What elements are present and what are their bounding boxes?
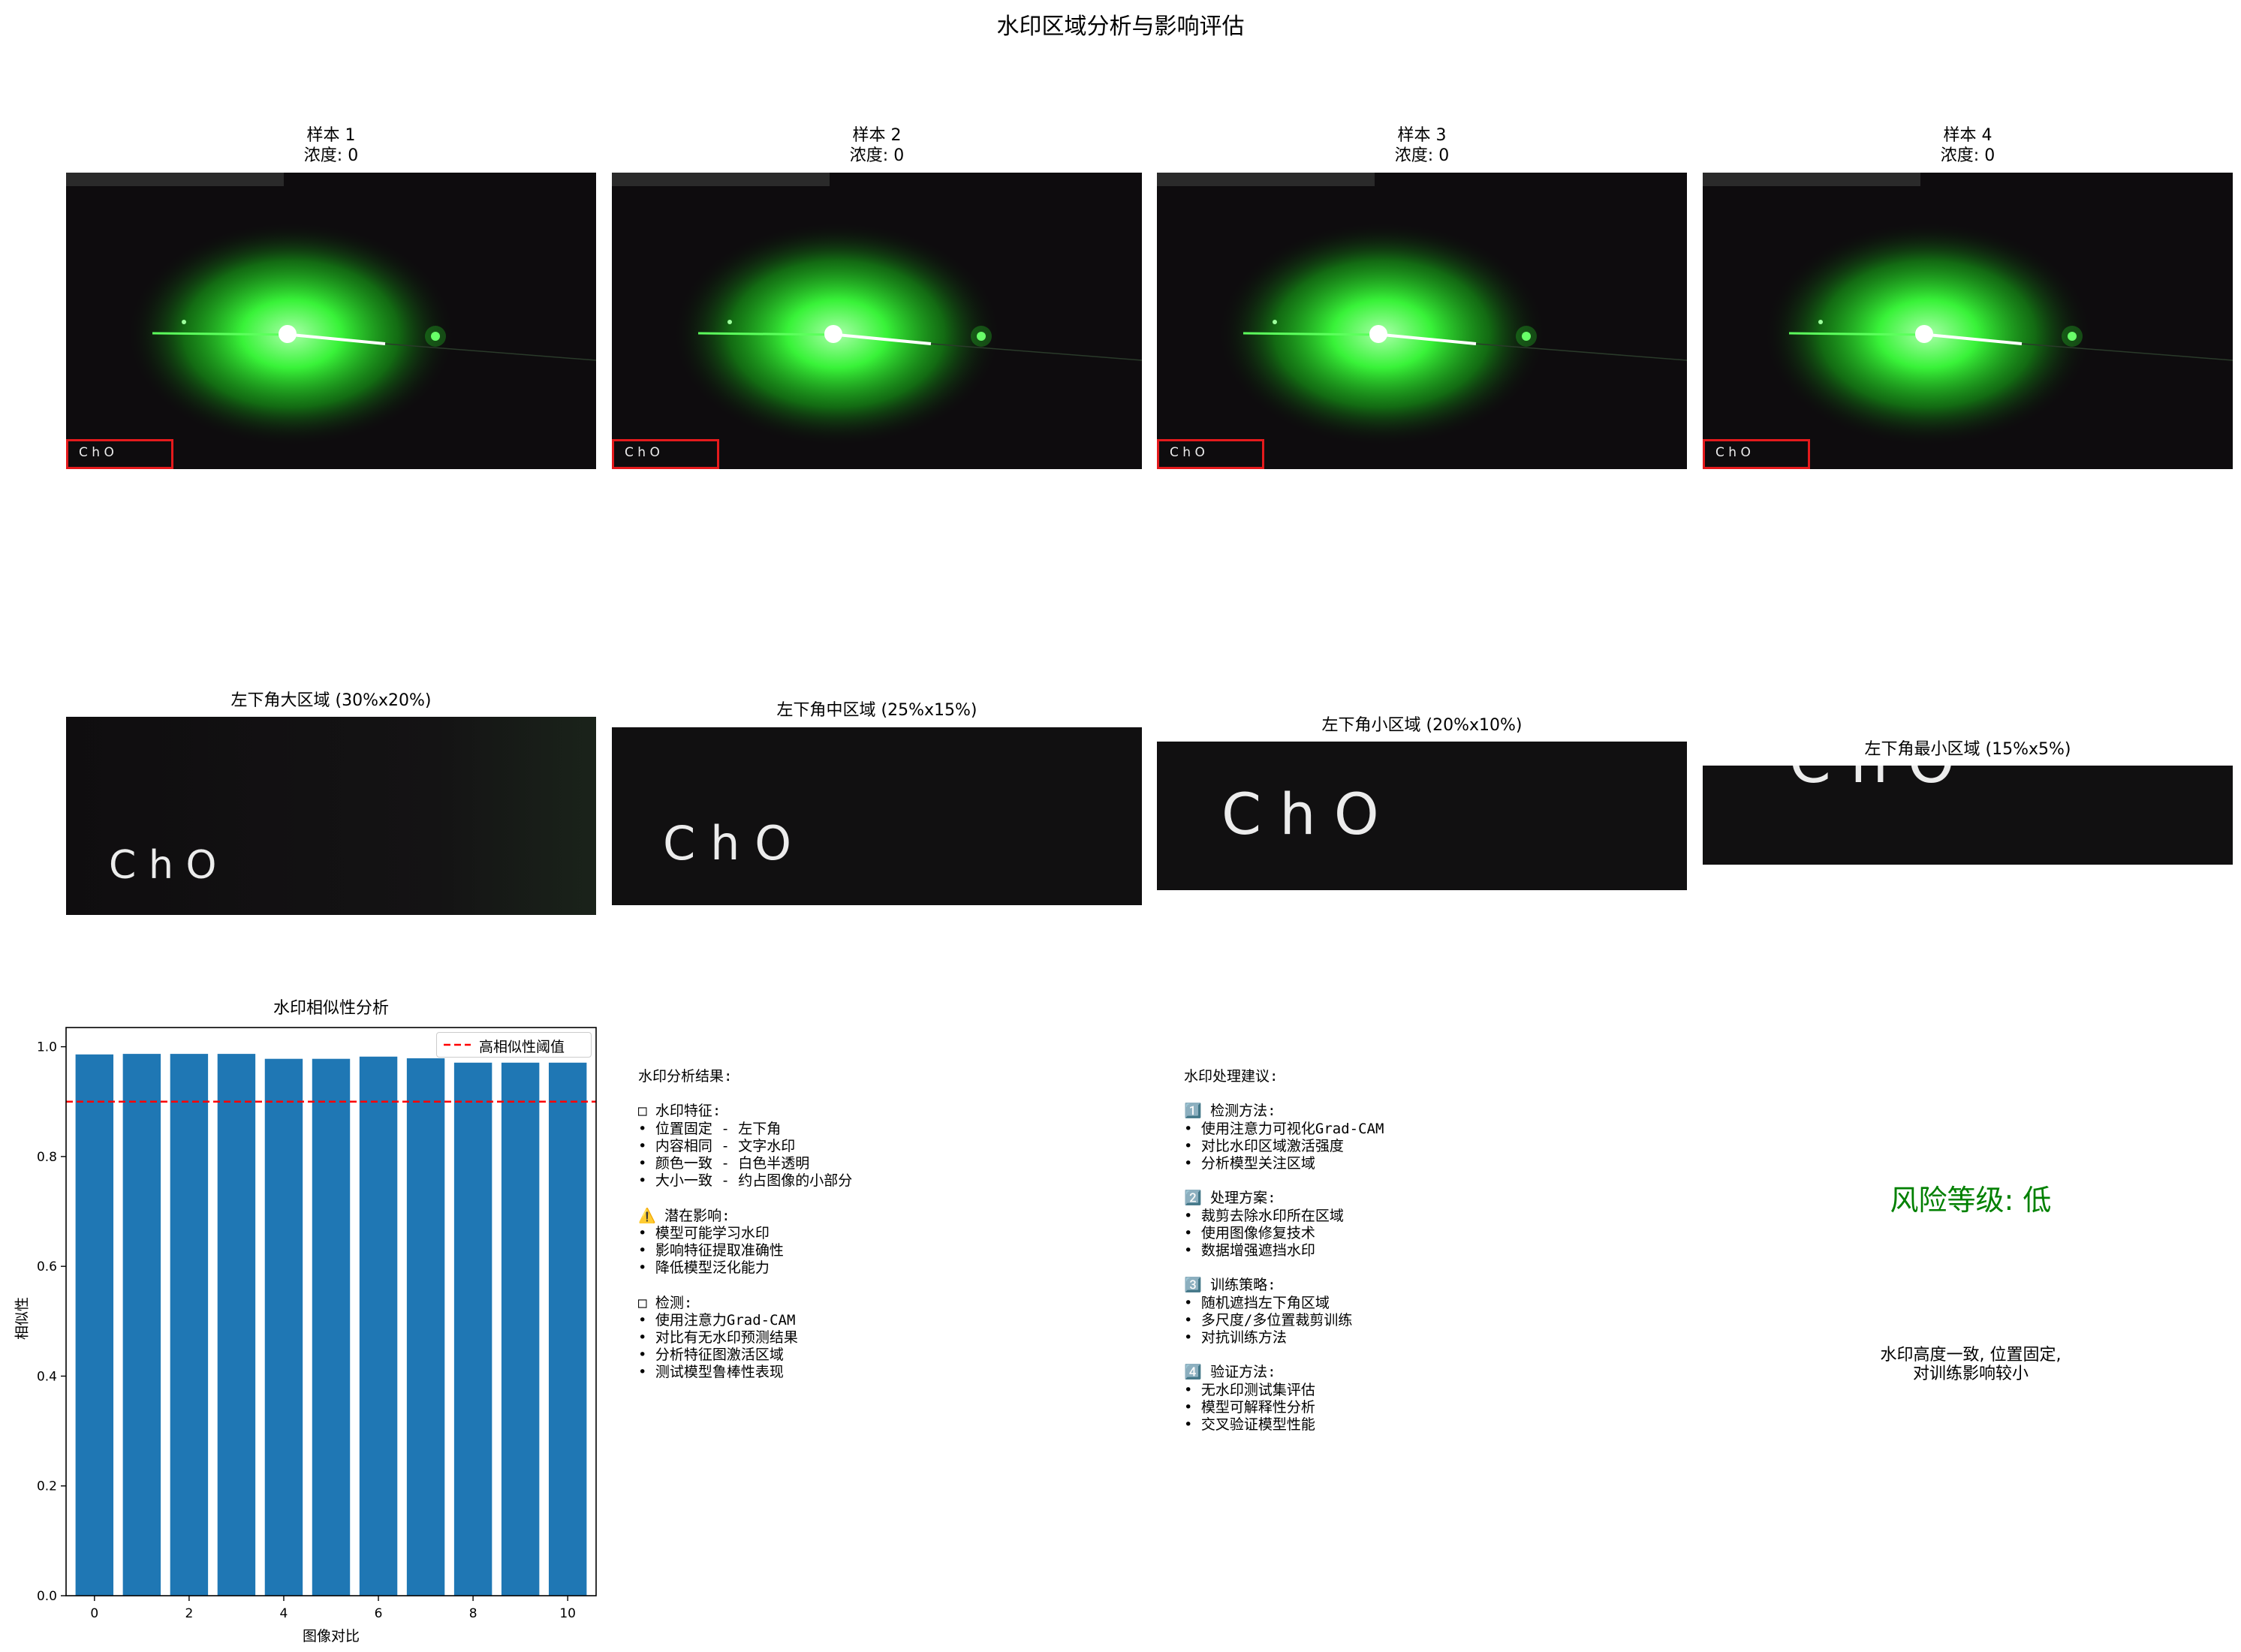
recommendations-text: 水印处理建议: 1️⃣ 检测方法: • 使用注意力可视化Grad-CAM • 对… <box>1184 1068 1384 1434</box>
laser-core <box>1915 325 1933 343</box>
crop-large-title: 左下角大区域 (30%x20%) <box>230 691 432 710</box>
watermark-text: ChO <box>109 843 230 888</box>
legend-threshold-label: 高相似性阈值 <box>479 1039 565 1055</box>
laser-streak <box>836 333 932 345</box>
laser-spot <box>977 332 986 341</box>
sample-2-title: 样本 2 浓度: 0 <box>849 126 905 165</box>
crop-smallest-image: ChO <box>1703 766 2233 865</box>
analysis-results-text: 水印分析结果: □ 水印特征: • 位置固定 - 左下角 • 内容相同 - 文字… <box>638 1068 853 1381</box>
x-axis-label: 图像对比 <box>302 1628 360 1644</box>
crop-medium-image: ChO <box>612 727 1142 905</box>
laser-streak <box>1927 333 2023 345</box>
bar-3 <box>217 1054 256 1596</box>
bar-4 <box>264 1058 303 1596</box>
sample-image-4: ChO <box>1703 173 2233 469</box>
laser-spot <box>2068 332 2077 341</box>
legend-threshold-swatch <box>444 1043 471 1046</box>
sample-image-3: ChO <box>1157 173 1687 469</box>
watermark-text: ChO <box>1715 445 1755 460</box>
laser-beam <box>1242 332 1383 336</box>
risk-level: 风险等级: 低 <box>1890 1184 2052 1217</box>
watermark-highlight-box <box>66 439 173 469</box>
laser-beam <box>1788 332 1929 336</box>
watermark-highlight-box <box>1703 439 1810 469</box>
crop-medium-title: 左下角中区域 (25%x15%) <box>776 701 977 720</box>
plot-frame <box>65 1027 597 1596</box>
sample-4-title: 样本 4 浓度: 0 <box>1940 126 1996 165</box>
bar-0 <box>75 1054 114 1596</box>
top-band <box>1703 173 1920 186</box>
bar-2 <box>170 1054 209 1596</box>
chart-title: 水印相似性分析 <box>273 999 389 1018</box>
crop-small-title: 左下角小区域 (20%x10%) <box>1321 716 1523 735</box>
y-tick-label: 0.4 <box>37 1369 57 1384</box>
bar-8 <box>453 1062 492 1596</box>
watermark-text: ChO <box>663 816 806 871</box>
watermark-highlight-box <box>1157 439 1264 469</box>
watermark-text: ChO <box>1789 766 1974 796</box>
y-tick-label: 0.2 <box>37 1479 57 1494</box>
top-band <box>66 173 284 186</box>
watermark-text: ChO <box>625 445 664 460</box>
laser-core <box>824 325 842 343</box>
sample-3-title: 样本 3 浓度: 0 <box>1394 126 1450 165</box>
legend: 高相似性阈值 <box>436 1032 592 1058</box>
y-tick-label: 0.0 <box>37 1589 57 1604</box>
x-tick-label: 4 <box>280 1606 288 1621</box>
sample-1-title: 样本 1 浓度: 0 <box>303 126 359 165</box>
bar-10 <box>548 1062 587 1596</box>
bar-6 <box>359 1056 398 1596</box>
y-axis-label: 相似性 <box>14 1297 31 1341</box>
y-tick-label: 0.8 <box>37 1150 57 1165</box>
watermark-text: ChO <box>1170 445 1209 460</box>
laser-core <box>279 325 297 343</box>
x-tick-label: 2 <box>185 1606 193 1621</box>
y-tick-label: 0.6 <box>37 1259 57 1274</box>
laser-spot <box>431 332 440 341</box>
watermark-text: ChO <box>79 445 119 460</box>
laser-streak <box>1381 333 1477 345</box>
watermark-text: ChO <box>1221 781 1398 847</box>
laser-beam <box>697 332 838 336</box>
watermark-highlight-box <box>612 439 719 469</box>
crop-large-image: ChO <box>66 717 596 915</box>
crop-small-image: ChO <box>1157 742 1687 890</box>
bar-7 <box>406 1058 445 1596</box>
bar-1 <box>122 1054 161 1596</box>
laser-core <box>1369 325 1387 343</box>
sample-image-1: ChO <box>66 173 596 469</box>
laser-streak <box>291 333 386 345</box>
x-tick-label: 10 <box>559 1606 576 1621</box>
y-tick-label: 1.0 <box>37 1040 57 1055</box>
risk-note: 水印高度一致, 位置固定, 对训练影响较小 <box>1880 1346 2062 1383</box>
figure-title: 水印区域分析与影响评估 <box>996 14 1245 40</box>
x-tick-label: 6 <box>375 1606 383 1621</box>
laser-beam <box>152 332 292 336</box>
top-band <box>612 173 830 186</box>
crop-smallest-title: 左下角最小区域 (15%x5%) <box>1864 740 2071 759</box>
sample-image-2: ChO <box>612 173 1142 469</box>
bar-9 <box>501 1062 540 1596</box>
top-band <box>1157 173 1375 186</box>
laser-spot <box>1522 332 1531 341</box>
bar-5 <box>312 1058 351 1596</box>
similarity-bar-chart: 0.0 0.2 0.4 0.6 0.8 1.0 0 2 4 6 8 10 <box>37 1027 597 1621</box>
x-tick-label: 0 <box>90 1606 98 1621</box>
x-tick-label: 8 <box>469 1606 477 1621</box>
